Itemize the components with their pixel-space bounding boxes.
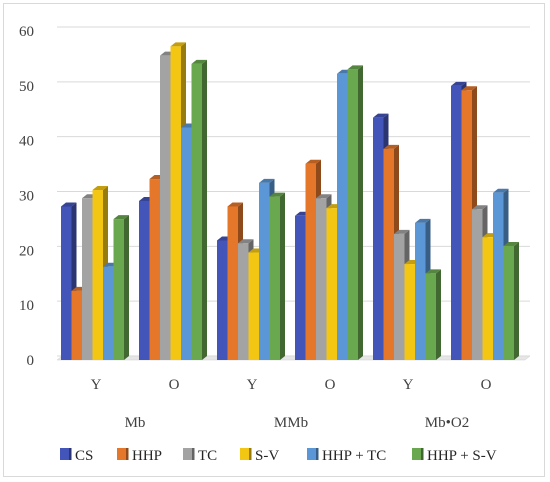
legend-item: TC (183, 448, 217, 464)
bar (347, 65, 363, 360)
group-label: MMb (274, 415, 308, 431)
legend-swatch (307, 448, 316, 460)
legend-label: HHP + S-V (427, 448, 497, 464)
legend-label: HHP (132, 448, 162, 464)
legend-item: HHP + S-V (412, 448, 497, 464)
bar (191, 59, 207, 361)
bar (503, 241, 519, 360)
legend-label: S-V (255, 448, 279, 464)
legend-item: HHP (117, 448, 162, 464)
x-tick-label: Y (247, 377, 258, 393)
y-tick-label: 20 (19, 243, 34, 259)
legend-label: HHP + TC (322, 448, 386, 464)
legend-label: TC (198, 448, 217, 464)
y-tick-label: 60 (19, 24, 34, 40)
x-tick-label: Y (403, 377, 414, 393)
legend-swatch (117, 448, 126, 460)
legend-item: CS (60, 448, 93, 464)
legend-item: S-V (240, 448, 279, 464)
y-tick-label: 10 (19, 298, 34, 314)
y-tick-label: 50 (19, 79, 34, 95)
legend-label: CS (75, 448, 93, 464)
bar (113, 215, 129, 360)
y-tick-label: 0 (27, 353, 35, 369)
x-tick-label: O (325, 377, 336, 393)
x-tick-label: O (169, 377, 180, 393)
legend-item: HHP + TC (307, 448, 386, 464)
bar (269, 192, 285, 360)
legend-swatch (60, 448, 69, 460)
bar (425, 269, 441, 360)
x-tick-label: O (481, 377, 492, 393)
legend-swatch (412, 448, 421, 460)
legend-swatch (240, 448, 249, 460)
legend-swatch (183, 448, 192, 460)
group-label: Mb•O2 (425, 415, 469, 431)
y-tick-label: 30 (19, 189, 34, 205)
y-tick-label: 40 (19, 134, 34, 150)
x-tick-label: Y (91, 377, 102, 393)
group-label: Mb (125, 415, 146, 431)
